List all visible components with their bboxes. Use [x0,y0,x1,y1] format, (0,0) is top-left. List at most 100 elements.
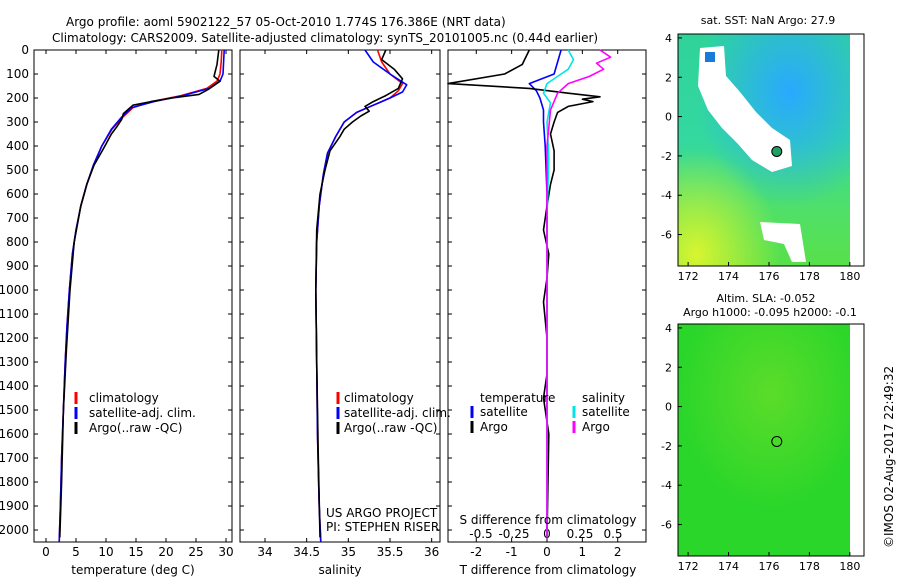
depth-tick-labels: 0 100 200 300 400 500 600 700 800 900 1000 1100 1200… [0,43,232,537]
x-tick-label: 20 [158,545,173,559]
depth-tick-label: 100 [6,67,29,81]
difference-title: S difference from climatology [460,513,637,527]
salinity-lines [314,49,408,543]
x-tick-label: 0 [543,545,551,559]
legend-temperature-heading: temperature [480,391,555,405]
sst-pixel [705,52,715,62]
map-x-tick-label: 180 [839,270,860,283]
s-diff-tick-label: 0.5 [603,527,622,541]
map-y-tick-label: -2 [661,440,672,453]
x-tick-label: 10 [98,545,113,559]
map-x-tick-label: 174 [718,270,739,283]
difference-legend: temperature satellite Argo salinity sate… [470,391,630,434]
series-line-satellite-adj-clim- [314,49,408,543]
map-x-tick-label: 174 [718,560,739,573]
x-tick-label: 1 [579,545,587,559]
depth-tick-label: 0 [21,43,29,57]
depth-tick-label: 1400 [0,379,29,393]
map-y-tick-label: 0 [665,111,672,124]
sla-high [678,324,864,556]
temperature-x-ticks: 0 5 10 15 20 25 30 [42,50,234,559]
depth-tick-label: 300 [6,115,29,129]
depth-tick-label: 1100 [0,307,29,321]
salinity-y-ticks [240,49,440,531]
depth-tick-label: 600 [6,187,29,201]
sla-profile-marker [771,435,783,447]
map-x-tick-label: 180 [839,560,860,573]
map-x-tick-label: 176 [758,560,779,573]
legend-t-satellite: satellite [480,405,528,419]
difference-panel: -2 -1 0 1 2-0.5 -0.25 0 0.25 0.5 T difference fr… [447,49,647,577]
project-annotation: US ARGO PROJECT [326,506,438,520]
map-x-tick-label: 178 [799,270,820,283]
x-tick-label: 35.5 [377,545,404,559]
depth-tick-label: 700 [6,211,29,225]
x-tick-label: 15 [128,545,143,559]
map-y-tick-label: -6 [661,229,672,242]
map-y-tick-label: -4 [661,479,672,492]
s-diff-tick-label: -0.25 [498,527,529,541]
legend-salinity-heading: salinity [582,391,625,405]
map-y-tick-label: -6 [661,519,672,532]
x-tick-label: 0 [42,545,50,559]
legend-s-satellite: satellite [582,405,630,419]
x-tick-label: 34 [257,545,272,559]
map-y-tick-label: -4 [661,189,672,202]
depth-tick-label: 900 [6,259,29,273]
x-tick-label: 35 [341,545,356,559]
sst-cloud-mask [760,222,806,262]
salinity-xlabel: salinity [318,563,361,577]
depth-tick-label: 1200 [0,331,29,345]
profile-location-marker [771,145,783,157]
series-line-t-argo [447,49,601,538]
depth-tick-label: 1300 [0,355,29,369]
salinity-panel: 34 34.5 35 35.5 36 salinity climatology sate… [239,49,451,577]
map-y-tick-label: 4 [665,322,672,335]
sla-map-ticks: 172 174 176 178 180 4 2 0 -2 -4 -6 [661,322,860,573]
series-line-climatology [314,49,404,543]
map-y-tick-label: 2 [665,71,672,84]
depth-tick-label: 1900 [0,499,29,513]
depth-tick-label: 800 [6,235,29,249]
sla-no-data-strip [850,324,864,556]
series-line-argo-raw-qc- [314,49,404,538]
x-tick-label: 30 [218,545,233,559]
map-x-tick-label: 178 [799,560,820,573]
x-tick-label: 34.5 [293,545,320,559]
map-y-tick-label: 4 [665,32,672,45]
x-tick-label: -2 [470,545,482,559]
x-tick-label: 5 [72,545,80,559]
temperature-xlabel: temperature (deg C) [71,563,194,577]
depth-tick-label: 1800 [0,475,29,489]
depth-tick-label: 2000 [0,523,29,537]
series-line-s-argo [546,49,612,538]
map-y-tick-label: 2 [665,361,672,374]
temperature-frame [33,49,233,543]
sst-map-panel: sat. SST: NaN Argo: 27.9 172 174 176 178 180… [661,14,865,283]
salinity-x-ticks: 34 34.5 35 35.5 36 [257,50,439,559]
difference-lines [447,49,612,538]
x-tick-label: 36 [424,545,439,559]
s-diff-tick-label: 0.25 [567,527,594,541]
legend-satellite: satellite-adj. clim. [344,406,451,420]
temperature-legend: climatology satellite-adj. clim. Argo(..… [74,391,196,435]
series-line-argo-raw-qc- [59,49,221,538]
sla-map-subtitle: Argo h1000: -0.095 h2000: -0.1 [683,306,857,319]
sst-cloud-mask [698,46,792,172]
x-tick-label: 25 [188,545,203,559]
difference-x-ticks: -2 -1 0 1 2-0.5 -0.25 0 0.25 0.5 [469,50,623,559]
depth-tick-label: 200 [6,91,29,105]
sst-map-ticks: 172 174 176 178 180 4 2 0 -2 -4 -6 [661,32,860,283]
legend-s-argo: Argo [582,420,610,434]
x-tick-label: -1 [506,545,518,559]
map-y-tick-label: 0 [665,401,672,414]
depth-tick-label: 500 [6,163,29,177]
depth-tick-label: 400 [6,139,29,153]
legend-argo: Argo(..raw -QC) [89,421,182,435]
map-x-tick-label: 172 [678,560,699,573]
depth-tick-label: 1700 [0,451,29,465]
x-tick-label: 2 [614,545,622,559]
salinity-frame [239,49,441,543]
s-diff-tick-label: -0.5 [469,527,492,541]
